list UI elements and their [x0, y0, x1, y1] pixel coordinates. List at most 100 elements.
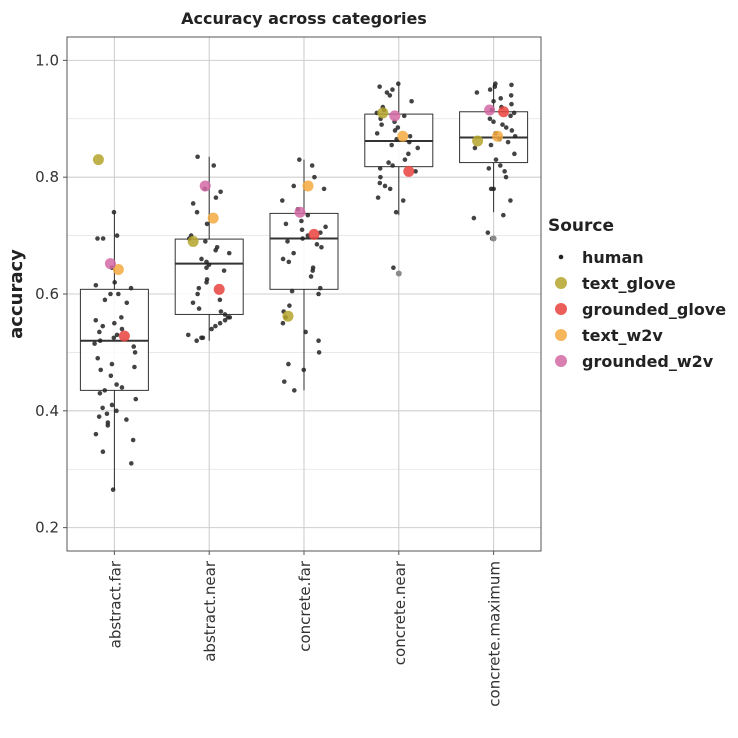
human-point [393, 209, 399, 215]
human-point [280, 198, 285, 203]
grounded-glove-point [498, 106, 510, 118]
human-point [299, 218, 304, 224]
human-point [97, 338, 103, 344]
legend: Source human text_glove grounded_glovetext… [548, 216, 726, 371]
human-point [96, 414, 102, 419]
human-point [500, 122, 505, 127]
human-point [114, 332, 120, 338]
human-point [102, 388, 108, 393]
grounded-glove-point [118, 330, 130, 342]
human-point [218, 189, 223, 195]
human-point [93, 282, 99, 288]
grounded-w2v-point [104, 258, 116, 270]
human-point [498, 163, 503, 168]
human-point [195, 291, 200, 297]
text-w2v-point [112, 263, 124, 275]
human-point [196, 306, 202, 311]
human-point [199, 256, 204, 262]
y-tick-label: 0.8 [35, 168, 59, 186]
human-point [487, 116, 493, 122]
human-point [379, 122, 384, 127]
human-point [406, 151, 411, 157]
human-point [387, 186, 393, 192]
human-point [283, 221, 289, 227]
human-point [93, 317, 99, 323]
human-point [400, 198, 406, 203]
y-tick-label: 0.4 [35, 402, 59, 420]
human-point [491, 98, 496, 104]
human-point [512, 151, 517, 157]
human-point [217, 320, 223, 326]
human-point [213, 195, 219, 200]
human-point [102, 297, 108, 303]
human-point [321, 186, 327, 192]
human-point [221, 268, 227, 273]
human-point [286, 361, 291, 367]
human-point [503, 125, 509, 130]
legend-label-human: human [582, 248, 644, 267]
human-point [303, 329, 308, 335]
human-point [509, 128, 515, 133]
human-point [390, 163, 395, 168]
human-point [280, 256, 286, 262]
x-tick-label: abstract.far [106, 560, 124, 648]
y-tick-label: 0.6 [35, 285, 59, 303]
human-point [204, 265, 209, 271]
data-points [92, 81, 518, 492]
legend-label-grounded-w2v: grounded_w2v [582, 352, 714, 371]
human-point [128, 285, 134, 291]
human-point [374, 131, 380, 136]
human-point [211, 163, 217, 168]
human-point [124, 417, 129, 422]
human-point [217, 297, 223, 303]
legend-label-text-glove: text_glove [582, 274, 676, 293]
human-point [114, 233, 120, 238]
human-point [375, 195, 381, 200]
human-point [194, 338, 199, 344]
x-tick-label: abstract.near [201, 560, 219, 662]
human-point [319, 244, 324, 250]
human-point [474, 90, 480, 95]
human-point [503, 174, 509, 180]
grounded-glove-point [403, 165, 415, 177]
human-point [378, 174, 383, 180]
human-point [395, 125, 401, 130]
human-point [289, 288, 295, 294]
human-point [285, 239, 290, 244]
human-point [98, 367, 104, 373]
human-point [486, 166, 492, 171]
human-point [112, 320, 117, 326]
human-point [292, 388, 297, 393]
human-point [508, 198, 513, 203]
y-axis-label: accuracy [6, 249, 27, 339]
human-point [391, 265, 396, 271]
human-point [93, 431, 99, 437]
human-point [190, 201, 196, 206]
human-point [511, 110, 517, 116]
human-point [119, 326, 125, 332]
human-point [314, 242, 320, 247]
human-point [485, 230, 491, 235]
human-point [209, 326, 214, 332]
human-point [492, 84, 498, 89]
human-point [509, 82, 514, 88]
human-point [92, 341, 97, 346]
grounded-w2v-point [484, 104, 496, 116]
human-point [471, 215, 477, 221]
human-point [95, 355, 101, 361]
human-point [204, 280, 209, 285]
human-point [382, 183, 388, 189]
human-point [100, 236, 106, 241]
text-w2v-point [302, 180, 314, 192]
human-point [409, 98, 414, 104]
human-point [401, 113, 407, 119]
human-point [310, 268, 315, 273]
human-point [116, 291, 121, 297]
human-point [185, 332, 191, 338]
human-point [130, 437, 136, 443]
text-w2v-point [207, 212, 219, 224]
human-point [114, 382, 119, 387]
x-tick-label: concrete.maximum [486, 561, 504, 707]
human-point [309, 163, 315, 168]
human-point [204, 221, 210, 227]
